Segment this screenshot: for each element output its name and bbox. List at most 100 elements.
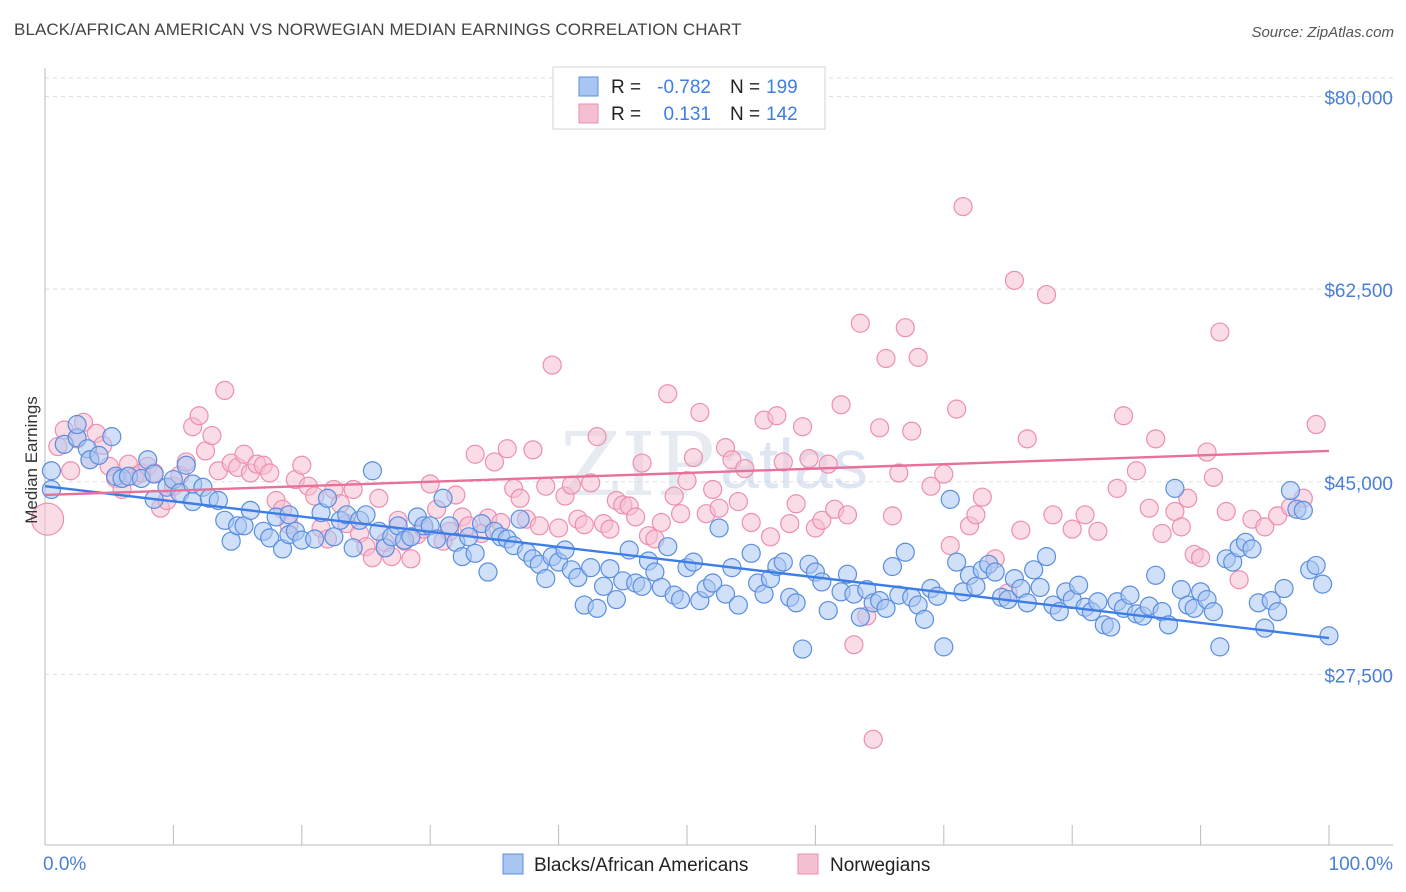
norwegian-point — [581, 473, 601, 493]
axis-layer — [44, 68, 1393, 846]
norwegian-point — [677, 471, 697, 491]
black-american-point — [1306, 555, 1326, 576]
norwegian-point — [658, 384, 678, 404]
norwegian-point — [234, 444, 254, 464]
norwegian-point — [61, 461, 81, 481]
norwegian-trend-line — [44, 449, 1330, 497]
black-american-point — [786, 593, 806, 613]
legend-swatch-blue — [578, 76, 599, 97]
black-american-point — [632, 576, 652, 596]
black-american-point — [728, 595, 748, 615]
black-american-point — [427, 529, 447, 549]
black-american-points — [41, 414, 1339, 659]
black-american-point — [985, 562, 1005, 582]
norwegian-point — [1203, 467, 1224, 487]
norwegian-point — [1229, 570, 1249, 590]
series-legend-swatch-blue — [502, 853, 524, 875]
norwegian-point — [260, 463, 280, 483]
series-legend-label-pink: Norwegians — [830, 855, 930, 876]
norwegian-point — [670, 504, 691, 524]
black-american-point — [940, 489, 960, 509]
norwegian-point — [940, 536, 960, 556]
black-american-point — [1024, 560, 1044, 580]
black-american-point — [305, 529, 325, 549]
black-american-point — [510, 509, 530, 529]
norwegian-point — [1190, 548, 1211, 568]
norwegian-point — [1017, 429, 1037, 449]
black-american-point — [362, 461, 383, 481]
black-american-point — [1146, 565, 1166, 585]
norwegian-point — [215, 380, 235, 401]
y-tick-label: $80,000 — [1324, 89, 1393, 110]
black-american-point — [658, 537, 678, 557]
black-american-point — [89, 445, 109, 465]
black-american-point — [1255, 618, 1275, 638]
norwegian-point — [844, 635, 864, 655]
black-american-point — [102, 427, 122, 447]
black-american-point — [1319, 626, 1339, 646]
norwegian-point — [818, 454, 838, 474]
legend-n-label-1: N = — [730, 77, 760, 98]
norwegian-point — [651, 512, 671, 533]
norwegian-point — [1011, 520, 1031, 540]
norwegian-point — [1306, 414, 1326, 435]
y-axis-label: Median Earnings — [22, 396, 41, 524]
black-american-point — [581, 558, 601, 578]
black-american-point — [715, 584, 736, 604]
norwegian-point — [202, 425, 222, 446]
black-american-point — [1274, 578, 1294, 599]
norwegian-point — [587, 427, 607, 447]
black-american-point — [401, 527, 421, 547]
black-american-point — [1101, 617, 1121, 637]
black-american-point — [600, 559, 620, 579]
black-american-point — [792, 639, 813, 659]
norwegian-point — [869, 418, 890, 438]
chart-title: BLACK/AFRICAN AMERICAN VS NORWEGIAN MEDI… — [14, 20, 742, 39]
norwegian-point — [30, 502, 65, 536]
black-american-point — [773, 552, 793, 572]
norwegian-point — [1146, 429, 1166, 449]
x-tick-label-max: 100.0% — [1329, 854, 1394, 875]
norwegian-point — [401, 549, 421, 569]
norwegian-point — [1126, 461, 1147, 481]
black-american-trend-line — [44, 484, 1330, 640]
black-american-point — [703, 573, 723, 593]
norwegian-point — [1255, 517, 1275, 537]
x-tick-label-min: 0.0% — [43, 854, 86, 875]
norwegian-point — [882, 506, 903, 526]
norwegian-point — [1171, 517, 1191, 537]
black-american-point — [1268, 602, 1288, 622]
norwegian-point — [292, 455, 312, 475]
black-american-point — [818, 600, 838, 621]
norwegian-point — [690, 402, 710, 423]
norwegian-point — [921, 476, 941, 496]
black-american-point — [568, 567, 588, 588]
norwegian-point — [760, 527, 781, 547]
norwegian-point — [1043, 505, 1063, 525]
black-american-point — [882, 556, 903, 577]
norwegian-point — [889, 463, 909, 483]
norwegian-point — [953, 196, 973, 217]
norwegian-point — [683, 447, 704, 468]
norwegian-point — [369, 488, 389, 508]
legend-r-value-1: -0.782 — [657, 77, 711, 98]
correlation-legend: R = -0.782 N = 199 R = 0.131 N = 142 — [552, 66, 826, 130]
norwegian-point — [895, 318, 915, 338]
norwegian-point — [626, 507, 646, 527]
norwegian-point — [1088, 521, 1108, 541]
black-american-point — [606, 589, 626, 610]
norwegian-point — [863, 729, 883, 749]
norwegian-point — [786, 494, 806, 514]
black-american-point — [1210, 637, 1230, 657]
norwegian-point — [837, 505, 858, 525]
norwegian-point — [420, 474, 440, 494]
norwegian-point — [189, 406, 209, 426]
black-american-point — [478, 562, 498, 582]
norwegian-point — [972, 487, 992, 507]
black-american-point — [1030, 577, 1050, 598]
black-american-point — [260, 528, 280, 548]
norwegian-point — [561, 475, 582, 495]
norwegian-point — [831, 395, 851, 415]
norwegian-point — [947, 399, 967, 419]
norwegian-point — [510, 488, 530, 508]
